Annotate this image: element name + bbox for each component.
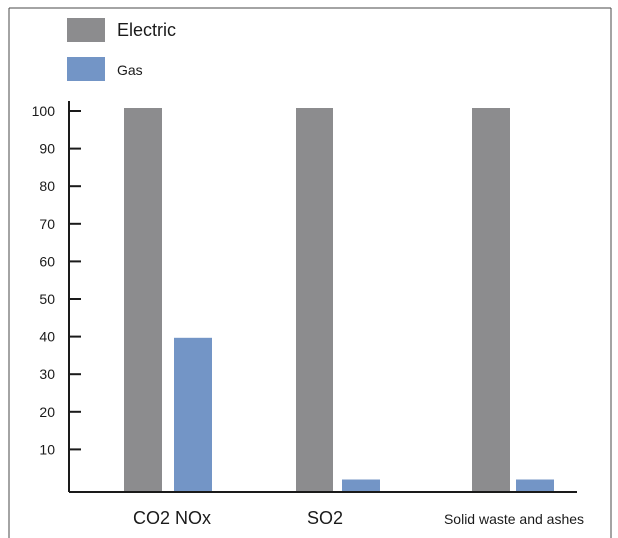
y-tick-label-10: 10 xyxy=(39,441,55,457)
y-tick-label-70: 70 xyxy=(39,216,55,232)
legend: Electric Gas xyxy=(67,18,176,81)
legend-swatch-gas xyxy=(67,57,105,81)
y-tick-label-40: 40 xyxy=(39,329,55,345)
x-category-label-0: CO2 NOx xyxy=(133,508,211,528)
y-tick-label-100: 100 xyxy=(32,103,56,119)
y-axis: 10 20 30 40 50 60 70 80 90 100 xyxy=(32,101,81,492)
y-tick-label-30: 30 xyxy=(39,366,55,382)
y-tick-label-80: 80 xyxy=(39,178,55,194)
bar-gas-2 xyxy=(516,479,554,491)
y-tick-label-20: 20 xyxy=(39,404,55,420)
x-category-label-2: Solid waste and ashes xyxy=(444,511,584,527)
bars xyxy=(124,108,554,491)
bar-gas-1 xyxy=(342,479,380,491)
x-axis: CO2 NOx SO2 Solid waste and ashes xyxy=(69,491,584,528)
y-tick-label-90: 90 xyxy=(39,141,55,157)
bar-electric-0 xyxy=(124,108,162,491)
y-tick-label-60: 60 xyxy=(39,253,55,269)
legend-label-electric: Electric xyxy=(117,20,176,40)
bar-electric-2 xyxy=(472,108,510,491)
x-category-label-1: SO2 xyxy=(307,508,343,528)
y-tick-label-50: 50 xyxy=(39,291,55,307)
legend-label-gas: Gas xyxy=(117,62,143,78)
bar-electric-1 xyxy=(296,108,333,491)
legend-swatch-electric xyxy=(67,18,105,42)
bar-gas-0 xyxy=(174,337,212,491)
